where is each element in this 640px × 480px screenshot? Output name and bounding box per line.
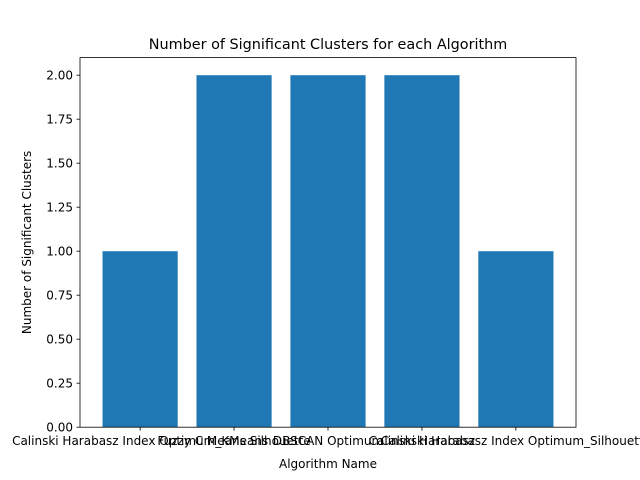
y-tick-label: 0.00: [46, 420, 73, 434]
bars-group: [102, 75, 554, 428]
y-tick-label: 0.50: [46, 332, 73, 346]
bar-5: [478, 251, 554, 428]
plot-frame: [79, 57, 577, 428]
x-tick-label: Calinski Harabasz: [369, 434, 476, 448]
y-tick-label: 1.00: [46, 244, 73, 258]
bar-2: [196, 75, 272, 428]
x-tick-label: Calinski Harabasz Index Optimum_KMeans: [12, 434, 268, 448]
y-tick-label: 1.25: [46, 200, 73, 214]
y-tick-label: 0.25: [46, 376, 73, 390]
y-axis-title: Number of Significant Clusters: [20, 151, 34, 334]
bar-1: [102, 251, 178, 428]
chart-title: Number of Significant Clusters for each …: [149, 37, 508, 53]
y-tick-label: 1.75: [46, 112, 73, 126]
x-tick-label: Fuzzy C Means Silhouette: [157, 434, 310, 448]
x-axis-title: Algorithm Name: [279, 457, 377, 471]
x-axis: Calinski Harabasz Index Optimum_KMeansFu…: [12, 427, 640, 448]
bar-3: [290, 75, 366, 428]
x-tick-label: DBSCAN Optimum: [273, 434, 383, 448]
y-tick-label: 2.00: [46, 68, 73, 82]
y-tick-label: 1.50: [46, 156, 73, 170]
bar-4: [384, 75, 460, 428]
y-axis: 0.00 0.25 0.50 0.75 1.00 1.25 1.50 1.75 2.00: [46, 68, 80, 434]
y-tick-label: 0.75: [46, 288, 73, 302]
x-tick-label: Calinski Harabasz Index Optimum_Silhouet…: [381, 434, 640, 448]
